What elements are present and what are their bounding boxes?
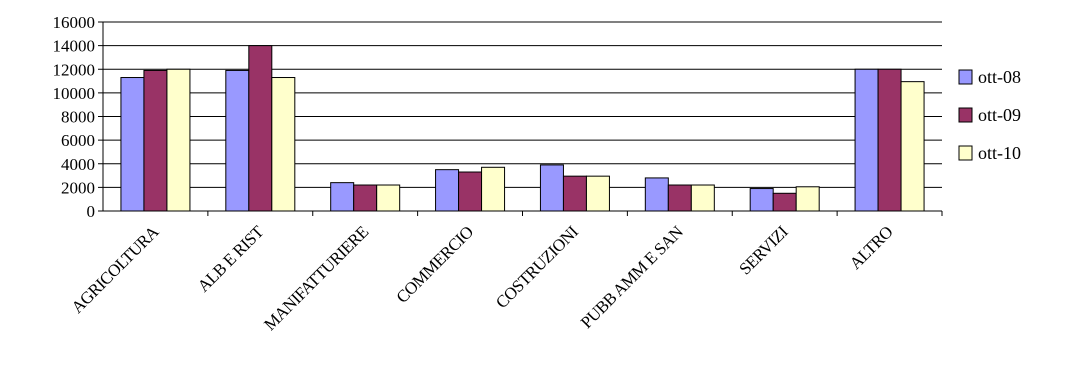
bar-ott-08-pubb-amm-e-san — [644, 177, 669, 212]
x-category-label: PUBB AMM E SAN — [577, 222, 687, 332]
bar-ott-08-manifatturiere — [330, 182, 355, 212]
x-category-label: MANIFATTURIERE — [260, 222, 372, 334]
bar-ott-10-agricoltura — [166, 68, 191, 212]
bar-ott-08-alb-e-rist — [225, 69, 250, 212]
y-tick-label: 0 — [87, 202, 96, 221]
bar-ott-09-alb-e-rist — [248, 45, 273, 212]
legend-swatch-ott-10 — [958, 145, 973, 161]
legend-swatch-ott-09 — [958, 107, 973, 123]
bar-ott-08-costruzioni — [539, 164, 564, 212]
x-category-label: COMMERCIO — [392, 222, 477, 307]
y-tick-label: 16000 — [53, 13, 96, 32]
bar-ott-10-altro — [900, 81, 925, 212]
legend-label: ott-10 — [978, 143, 1021, 163]
bar-ott-08-commercio — [435, 169, 460, 212]
bar-ott-09-pubb-amm-e-san — [667, 184, 692, 212]
bar-ott-10-pubb-amm-e-san — [690, 184, 715, 212]
y-tick-label: 2000 — [61, 178, 95, 197]
y-tick-label: 14000 — [53, 37, 96, 56]
legend-label: ott-09 — [978, 105, 1021, 125]
y-tick-label: 4000 — [61, 155, 95, 174]
bar-ott-10-alb-e-rist — [271, 77, 296, 212]
y-tick-label: 6000 — [61, 131, 95, 150]
y-tick-label: 8000 — [61, 108, 95, 127]
bar-ott-10-servizi — [795, 186, 820, 212]
legend: ott-08 ott-09 ott-10 — [958, 67, 1021, 163]
x-category-label: AGRICOLTURA — [68, 222, 163, 317]
legend-label: ott-08 — [978, 67, 1021, 87]
bar-ott-09-costruzioni — [562, 175, 587, 212]
bar-ott-10-costruzioni — [585, 175, 610, 212]
bar-ott-09-commercio — [458, 171, 483, 212]
x-category-label: SERVIZI — [735, 222, 792, 279]
bar-ott-08-servizi — [749, 188, 774, 212]
y-axis-tick-labels: 0 2000 4000 6000 8000 10000 12000 14000 16000 — [53, 13, 96, 221]
y-tick-label: 10000 — [53, 84, 96, 103]
bar-ott-09-manifatturiere — [353, 184, 378, 212]
bar-ott-10-commercio — [481, 166, 506, 212]
bars — [120, 45, 925, 212]
bar-ott-10-manifatturiere — [376, 184, 401, 212]
x-category-label: ALTRO — [846, 222, 897, 273]
y-tick-label: 12000 — [53, 60, 96, 79]
legend-swatch-ott-08 — [958, 69, 973, 85]
x-category-label: COSTRUZIONI — [492, 222, 582, 312]
axes — [98, 21, 943, 216]
x-category-label: ALB E RIST — [194, 222, 268, 296]
bar-ott-09-agricoltura — [143, 69, 168, 212]
bar-ott-09-altro — [877, 68, 902, 212]
bar-ott-08-agricoltura — [120, 77, 145, 212]
bar-ott-09-servizi — [772, 192, 797, 212]
bar-ott-08-altro — [854, 68, 879, 212]
